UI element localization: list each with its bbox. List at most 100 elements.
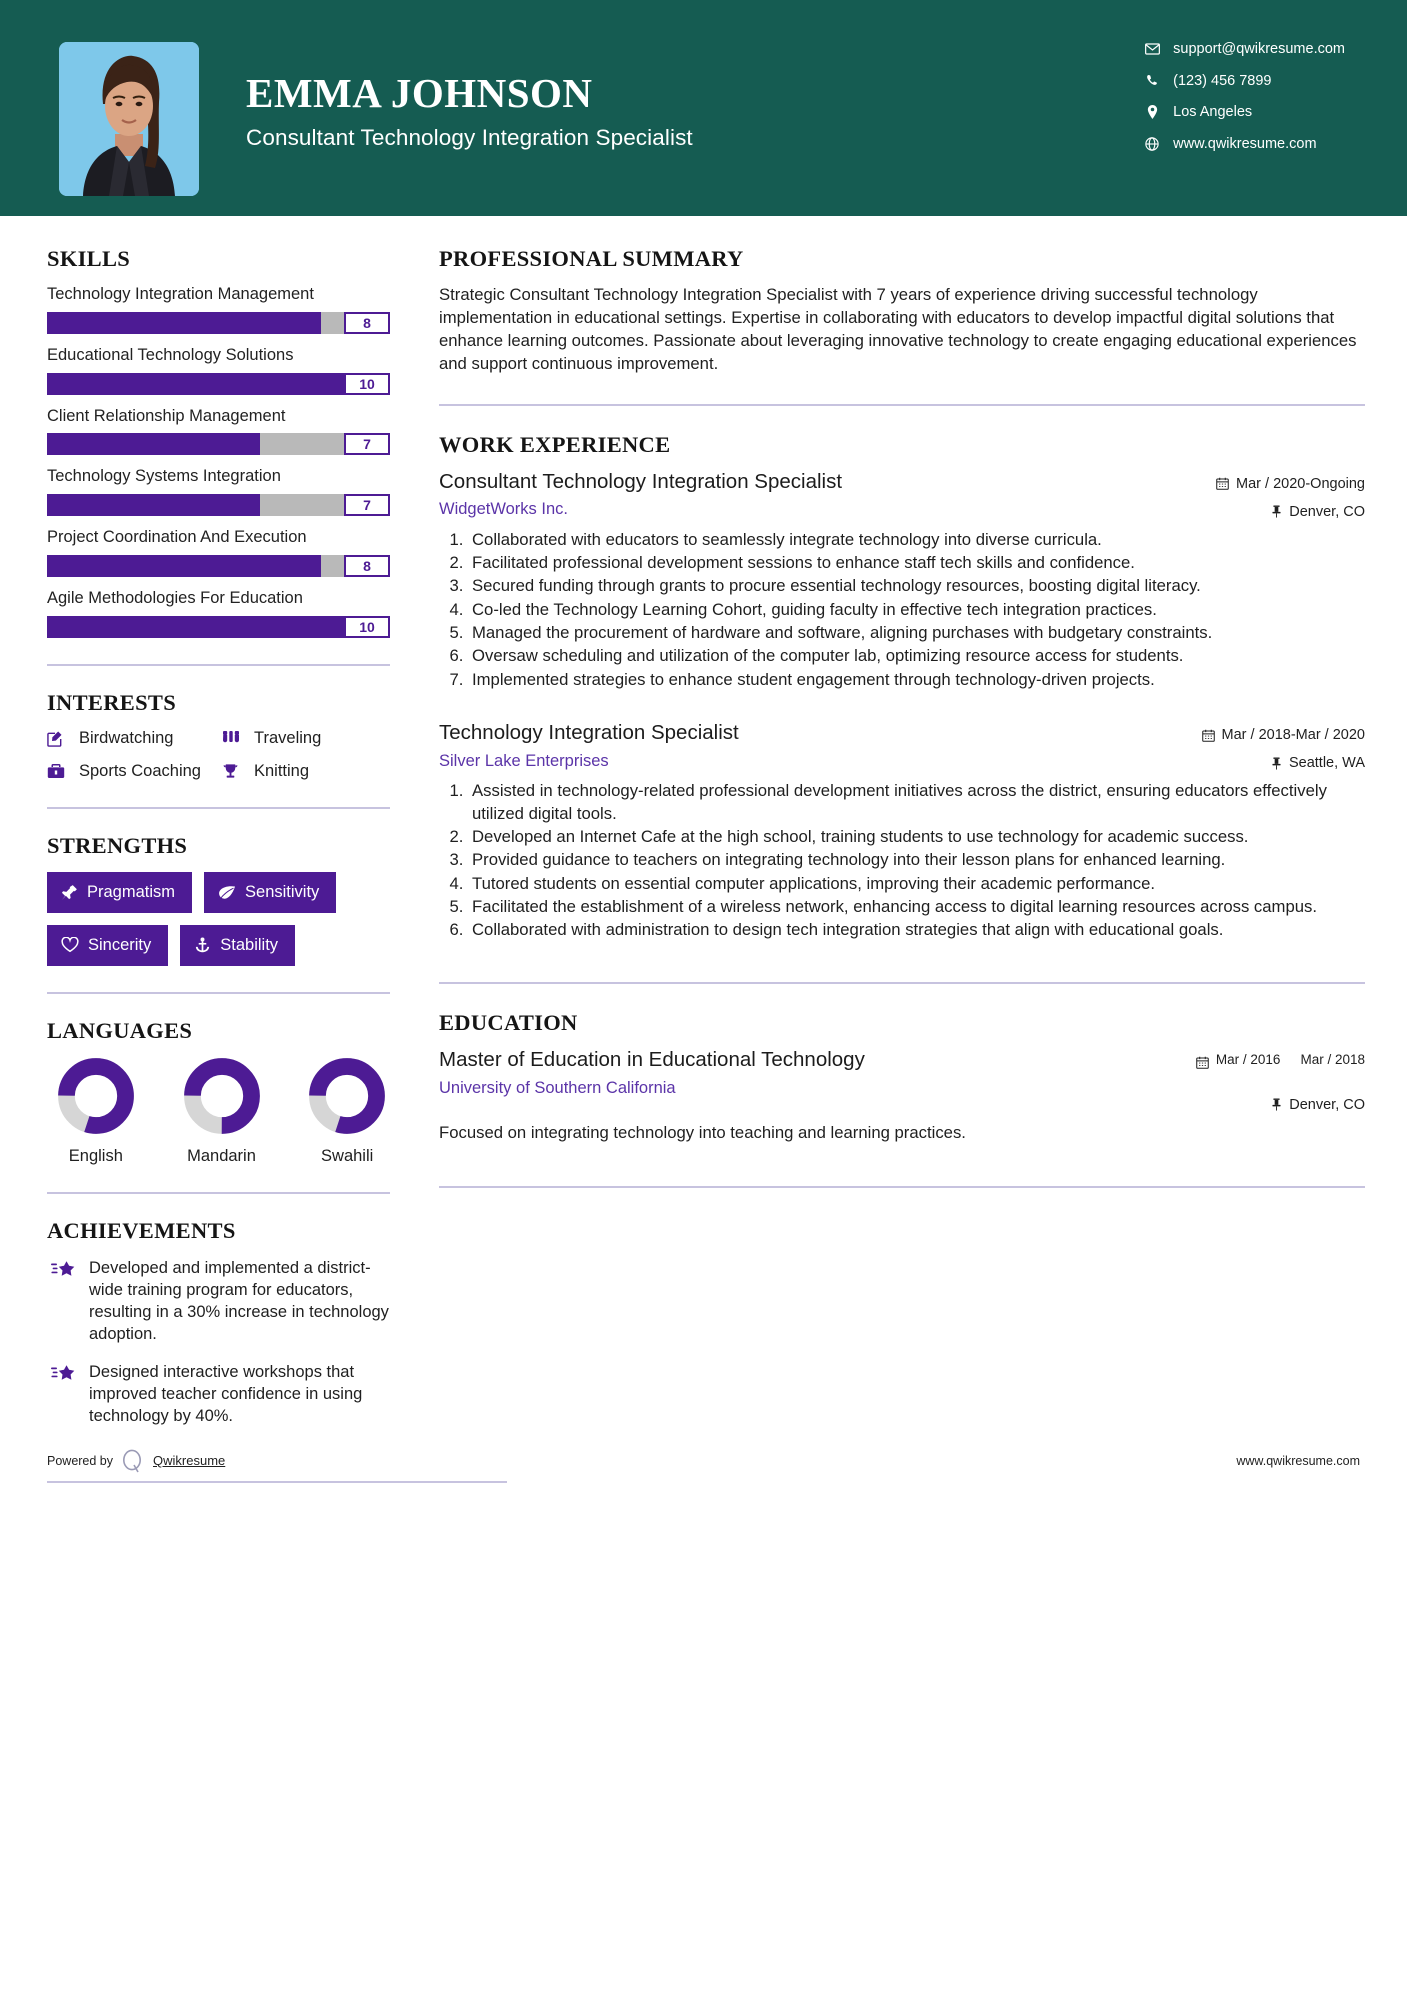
avatar-photo bbox=[59, 42, 199, 196]
interest-label: Traveling bbox=[254, 728, 322, 747]
contact-list: support@qwikresume.com (123) 456 7899 Lo… bbox=[1141, 42, 1345, 151]
language-item: Mandarin bbox=[179, 1057, 265, 1166]
skill-item: Technology Integration Management 8 bbox=[47, 285, 390, 334]
language-donut-chart bbox=[309, 1057, 386, 1134]
skill-bar-fill bbox=[47, 494, 260, 517]
skill-label: Client Relationship Management bbox=[47, 406, 286, 425]
skill-item: Agile Methodologies For Education 10 bbox=[47, 589, 390, 638]
achievements-heading: ACHIEVEMENTS bbox=[47, 1217, 236, 1243]
job-bullet: Provided guidance to teachers on integra… bbox=[468, 849, 1365, 871]
job-bullet: Implemented strategies to enhance studen… bbox=[468, 669, 1365, 691]
job-bullet: Oversaw scheduling and utilization of th… bbox=[468, 645, 1365, 667]
strength-label: Sensitivity bbox=[245, 882, 320, 901]
job-entry: Technology Integration Specialist Silver… bbox=[439, 721, 1365, 942]
divider bbox=[47, 1191, 390, 1194]
language-label: English bbox=[68, 1146, 123, 1165]
job-bullet: Secured funding through grants to procur… bbox=[468, 575, 1365, 597]
calendar-icon bbox=[1216, 477, 1229, 490]
job-bullet: Tutored students on essential computer a… bbox=[468, 873, 1365, 895]
skill-value: 7 bbox=[344, 494, 390, 517]
interest-item: Birdwatching bbox=[47, 729, 222, 748]
languages-heading: LANGUAGES bbox=[47, 1017, 193, 1043]
leaf-icon bbox=[218, 885, 236, 900]
language-item: Swahili bbox=[304, 1057, 390, 1166]
skill-bar-track bbox=[47, 372, 390, 395]
contact-email[interactable]: support@qwikresume.com bbox=[1141, 42, 1345, 57]
interest-item: Traveling bbox=[222, 729, 390, 748]
divider bbox=[47, 663, 390, 666]
education-degree: Master of Education in Educational Techn… bbox=[439, 1047, 865, 1071]
skill-bar-track bbox=[47, 433, 390, 456]
contact-email-text: support@qwikresume.com bbox=[1173, 41, 1345, 57]
skill-item: Client Relationship Management 7 bbox=[47, 407, 390, 456]
strength-badge: Pragmatism bbox=[47, 871, 193, 913]
achievement-item: Designed interactive workshops that impr… bbox=[47, 1361, 390, 1427]
language-item: English bbox=[53, 1057, 139, 1166]
skill-label: Agile Methodologies For Education bbox=[47, 588, 303, 607]
job-dates: Mar / 2018-Mar / 2020 bbox=[1185, 727, 1365, 743]
summary-text: Strategic Consultant Technology Integrat… bbox=[439, 285, 1357, 373]
contact-website[interactable]: www.qwikresume.com bbox=[1141, 135, 1345, 152]
skill-bar-track bbox=[47, 615, 390, 638]
location-pin-icon bbox=[1141, 105, 1163, 120]
job-company[interactable]: Silver Lake Enterprises bbox=[439, 751, 609, 770]
skill-bar-fill bbox=[47, 433, 260, 456]
envelope-icon bbox=[1141, 43, 1163, 55]
contact-location: Los Angeles bbox=[1141, 105, 1345, 120]
pushpin-icon bbox=[1271, 757, 1282, 770]
skill-value: 8 bbox=[344, 311, 390, 334]
strength-badge: Sensitivity bbox=[204, 871, 337, 913]
section-education: EDUCATION Master of Education in Educati… bbox=[439, 1010, 1365, 1144]
footer-website: www.qwikresume.com bbox=[1236, 1453, 1360, 1468]
interests-heading: INTERESTS bbox=[47, 689, 177, 715]
skill-bar-fill bbox=[47, 554, 322, 577]
strength-label: Pragmatism bbox=[87, 882, 176, 901]
contact-location-text: Los Angeles bbox=[1173, 104, 1253, 120]
job-location: Denver, CO bbox=[1185, 504, 1365, 520]
strength-badge: Sincerity bbox=[47, 924, 169, 966]
contact-phone[interactable]: (123) 456 7899 bbox=[1141, 73, 1345, 89]
skill-value: 8 bbox=[344, 554, 390, 577]
job-company[interactable]: WidgetWorks Inc. bbox=[439, 500, 568, 519]
education-school[interactable]: University of Southern California bbox=[439, 1079, 676, 1098]
job-location-text: Denver, CO bbox=[1289, 503, 1365, 520]
job-dates-text: Mar / 2018-Mar / 2020 bbox=[1221, 727, 1365, 744]
language-donut-chart bbox=[57, 1057, 134, 1134]
education-entry: Master of Education in Educational Techn… bbox=[439, 1048, 1365, 1113]
binoculars-icon bbox=[222, 729, 248, 747]
contact-website-text: www.qwikresume.com bbox=[1173, 135, 1317, 152]
job-dates-text: Mar / 2020-Ongoing bbox=[1236, 475, 1365, 492]
strength-label: Stability bbox=[220, 935, 279, 954]
powered-by-label: Powered by bbox=[47, 1453, 114, 1468]
footer-divider bbox=[47, 1480, 507, 1483]
divider bbox=[47, 806, 390, 809]
skill-bar-track bbox=[47, 554, 390, 577]
briefcase-icon bbox=[47, 763, 73, 779]
section-interests: INTERESTS Birdwatching bbox=[47, 690, 390, 781]
pushpin-icon bbox=[1271, 1098, 1282, 1111]
job-bullet-list: Collaborated with educators to seamlessl… bbox=[439, 529, 1365, 692]
job-role: Consultant Technology Integration Specia… bbox=[439, 469, 843, 493]
interest-item: Sports Coaching bbox=[47, 762, 222, 781]
summary-heading: PROFESSIONAL SUMMARY bbox=[439, 246, 744, 271]
qwikresume-brand-link[interactable]: Qwikresume bbox=[153, 1453, 226, 1469]
section-professional-summary: PROFESSIONAL SUMMARY Strategic Consultan… bbox=[439, 246, 1365, 376]
strength-badge: Stability bbox=[180, 924, 296, 966]
main-content: PROFESSIONAL SUMMARY Strategic Consultan… bbox=[395, 246, 1407, 1189]
interest-label: Sports Coaching bbox=[79, 761, 201, 780]
interest-item: Knitting bbox=[222, 762, 390, 781]
calendar-icon bbox=[1201, 729, 1215, 742]
skill-bar-fill bbox=[47, 615, 390, 638]
star-shooting-icon bbox=[47, 1363, 81, 1387]
language-label: Swahili bbox=[321, 1146, 374, 1165]
language-label: Mandarin bbox=[187, 1146, 256, 1165]
skill-item: Educational Technology Solutions 10 bbox=[47, 346, 390, 395]
pushpin-icon bbox=[1271, 505, 1282, 518]
pen-square-icon bbox=[47, 730, 73, 747]
job-bullet: Assisted in technology-related professio… bbox=[468, 780, 1365, 825]
job-entry: Consultant Technology Integration Specia… bbox=[439, 470, 1365, 692]
skill-item: Technology Systems Integration 7 bbox=[47, 467, 390, 517]
divider bbox=[47, 991, 390, 994]
education-description: Focused on integrating technology into t… bbox=[439, 1122, 966, 1142]
skill-label: Technology Integration Management bbox=[47, 285, 314, 303]
